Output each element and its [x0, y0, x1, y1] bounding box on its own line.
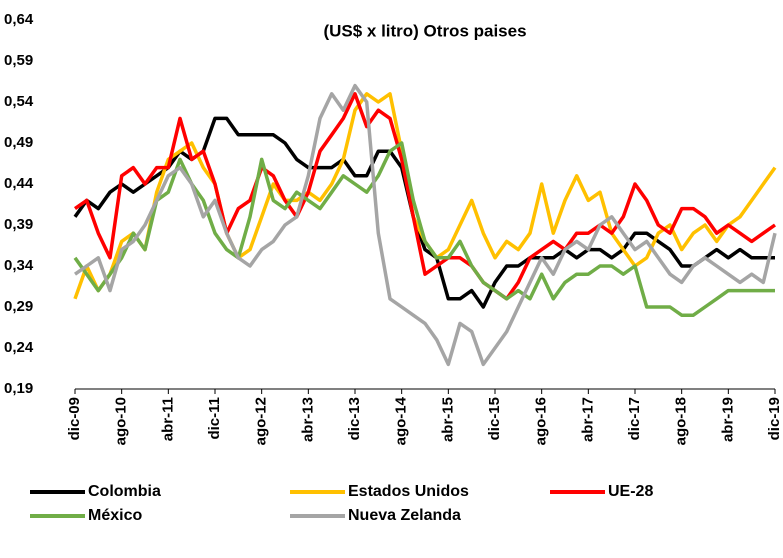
series-line [73, 83, 777, 367]
y-tick-label: 0,29 [4, 298, 33, 315]
x-tick-label: ago-10 [113, 397, 130, 445]
chart-title: (US$ x litro) Otros paises [323, 21, 526, 40]
x-tick-label: abr-11 [159, 397, 176, 441]
y-tick-label: 0,39 [4, 216, 33, 233]
x-tick-label: dic-17 [626, 397, 643, 440]
x-tick-label: abr-17 [579, 397, 596, 442]
x-tick-label: ago-16 [533, 397, 550, 445]
series-line [73, 116, 775, 309]
x-tick-label: abr-13 [299, 397, 316, 442]
y-tick-label: 0,19 [4, 380, 33, 397]
y-tick-label: 0,44 [4, 175, 34, 192]
x-tick-label: ago-14 [393, 396, 410, 445]
y-tick-label: 0,49 [4, 134, 33, 151]
legend-label: Nueva Zelanda [348, 507, 461, 524]
x-tick-label: abr-15 [439, 397, 456, 442]
y-tick-label: 0,64 [4, 11, 34, 28]
legend-label: Estados Unidos [348, 483, 469, 500]
y-tick-label: 0,59 [4, 52, 33, 69]
x-tick-label: dic-09 [66, 397, 83, 440]
legend-label: UE-28 [608, 483, 653, 500]
x-tick-label: abr-19 [719, 397, 736, 442]
legend-label: Colombia [88, 483, 161, 500]
x-tick-label: ago-12 [253, 397, 270, 445]
y-tick-label: 0,34 [4, 257, 34, 274]
x-tick-label: dic-15 [486, 397, 503, 440]
y-tick-label: 0,54 [4, 93, 34, 110]
x-tick-label: ago-18 [673, 397, 690, 445]
legend-label: México [88, 507, 142, 524]
y-tick-label: 0,24 [4, 339, 34, 356]
x-tick-label: dic-11 [206, 397, 223, 440]
series-line [73, 92, 777, 301]
x-tick-label: dic-13 [346, 397, 363, 440]
x-tick-label: dic-19 [766, 397, 783, 440]
